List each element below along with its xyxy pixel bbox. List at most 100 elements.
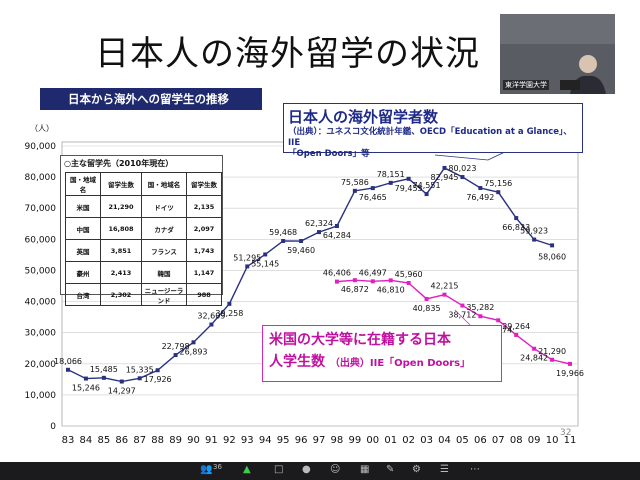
table-cell: 豪州 [65, 261, 101, 284]
data-label: 22,798 [162, 342, 190, 351]
video-caption: 東洋学園大学 [503, 80, 549, 90]
data-point [66, 367, 70, 372]
data-label: 15,246 [72, 384, 100, 393]
table-row: 台湾 2,302 ニュージーランド 988 [65, 283, 222, 306]
data-point [227, 301, 232, 306]
notes-icon[interactable]: ☰ [440, 464, 449, 475]
y-tick-label: 30,000 [25, 329, 57, 339]
data-label: 76,492 [466, 193, 494, 202]
table-cell: ニュージーランド [141, 283, 187, 306]
data-label: 75,586 [341, 178, 369, 187]
data-point [263, 252, 268, 257]
record-icon[interactable]: ● [302, 464, 311, 475]
x-tick-label: 03 [420, 435, 433, 446]
apps-icon[interactable]: ▦ [360, 464, 370, 475]
data-label: 15,335 [126, 365, 154, 374]
data-label: 14,297 [108, 387, 136, 396]
reactions-icon[interactable]: ☺ [330, 464, 341, 475]
meeting-toolbar: 👥 36 ▲ □ ● ☺ ▦ ✎ ⚙ ☰ ⋯ [0, 462, 640, 480]
data-label: 38,712 [448, 311, 476, 320]
col-header: 留学生数 [186, 172, 222, 196]
x-tick-label: 94 [259, 435, 272, 446]
data-point [317, 230, 321, 235]
table-cell: 2,413 [100, 261, 142, 284]
data-point [299, 239, 304, 244]
data-point [406, 176, 411, 181]
destinations-table: 国・地域名 留学生数 国・地域名 留学生数 米国 21,290 ドイツ 2,13… [65, 172, 222, 306]
data-label: 55,145 [251, 259, 279, 268]
data-point [532, 346, 537, 351]
data-point [424, 296, 429, 301]
data-point [496, 190, 501, 195]
x-tick-label: 97 [313, 435, 326, 446]
data-label: 40,835 [413, 304, 441, 313]
data-point [173, 353, 178, 358]
x-tick-label: 89 [169, 435, 182, 446]
data-label: 39,258 [215, 309, 243, 318]
series-line [336, 279, 571, 365]
data-label: 15,485 [90, 365, 118, 374]
data-point [424, 192, 429, 197]
x-tick-label: 84 [80, 435, 93, 446]
settings-icon[interactable]: ⚙ [412, 464, 421, 475]
chat-icon[interactable]: □ [274, 464, 284, 475]
y-tick-label: 90,000 [25, 142, 57, 152]
data-label: 62,324 [305, 219, 333, 228]
japan-callout-source-2: 「Open Doors」等 [288, 149, 370, 159]
data-label: 45,960 [395, 270, 423, 279]
callout-connector [454, 309, 471, 326]
us-callout-source: （出典）IIE「Open Doors」 [329, 358, 471, 369]
x-tick-label: 95 [277, 435, 290, 446]
x-tick-label: 11 [564, 435, 577, 446]
data-point [281, 238, 286, 243]
y-tick-label: 0 [50, 422, 56, 432]
data-point [352, 278, 357, 283]
data-label: 46,872 [341, 285, 369, 294]
data-label: 46,406 [323, 269, 351, 278]
x-tick-label: 08 [510, 435, 523, 446]
col-header: 留学生数 [100, 172, 142, 196]
y-tick-label: 80,000 [25, 173, 57, 183]
share-screen-icon[interactable]: ▲ [243, 464, 251, 475]
subtitle-bar: 日本から海外への留学生の推移 [40, 88, 262, 110]
data-point [352, 188, 357, 193]
table-row: 豪州 2,413 韓国 1,147 [65, 261, 222, 284]
data-point [334, 224, 339, 229]
data-point [370, 186, 375, 191]
series-line [67, 167, 553, 383]
data-label: 42,215 [431, 282, 459, 291]
table-cell: 16,808 [100, 217, 142, 240]
whiteboard-icon[interactable]: ✎ [386, 464, 395, 475]
data-point [568, 361, 572, 366]
x-tick-label: 85 [97, 435, 110, 446]
data-point [514, 216, 519, 221]
us-callout-box: 米国の大学等に在籍する日本 人学生数 （出典）IIE「Open Doors」 [262, 325, 502, 382]
col-header: 国・地域名 [65, 172, 101, 196]
data-label: 76,465 [359, 193, 387, 202]
participants-icon[interactable]: 👥 [200, 464, 213, 475]
data-point [532, 237, 537, 242]
x-tick-label: 90 [187, 435, 200, 446]
speaker-video-tile[interactable]: 東洋学園大学 [500, 14, 615, 94]
more-icon[interactable]: ⋯ [470, 464, 480, 475]
y-tick-label: 50,000 [25, 266, 57, 276]
x-tick-label: 96 [295, 435, 308, 446]
table-cell: カナダ [141, 217, 187, 240]
x-tick-label: 02 [402, 435, 415, 446]
table-cell: 21,290 [100, 195, 142, 218]
data-label: 26,893 [180, 347, 208, 356]
data-label: 32,609 [197, 312, 225, 321]
data-label: 21,290 [538, 347, 566, 356]
data-label: 17,926 [144, 375, 172, 384]
presentation-slide: 0 10,000 20,000 30,000 40,000 50,000 60,000 70,… [24, 14, 615, 446]
data-point [442, 165, 447, 170]
data-label: 74,551 [413, 181, 441, 190]
us-callout-line1: 米国の大学等に在籍する日本 [269, 332, 451, 348]
x-tick-label: 06 [474, 435, 487, 446]
y-tick-label: 70,000 [25, 204, 57, 214]
page-number: 32 [560, 428, 572, 438]
x-tick-label: 10 [546, 435, 559, 446]
table-row: 英国 3,851 フランス 1,743 [65, 239, 222, 262]
data-point [496, 318, 501, 323]
data-label: 59,468 [269, 228, 297, 237]
